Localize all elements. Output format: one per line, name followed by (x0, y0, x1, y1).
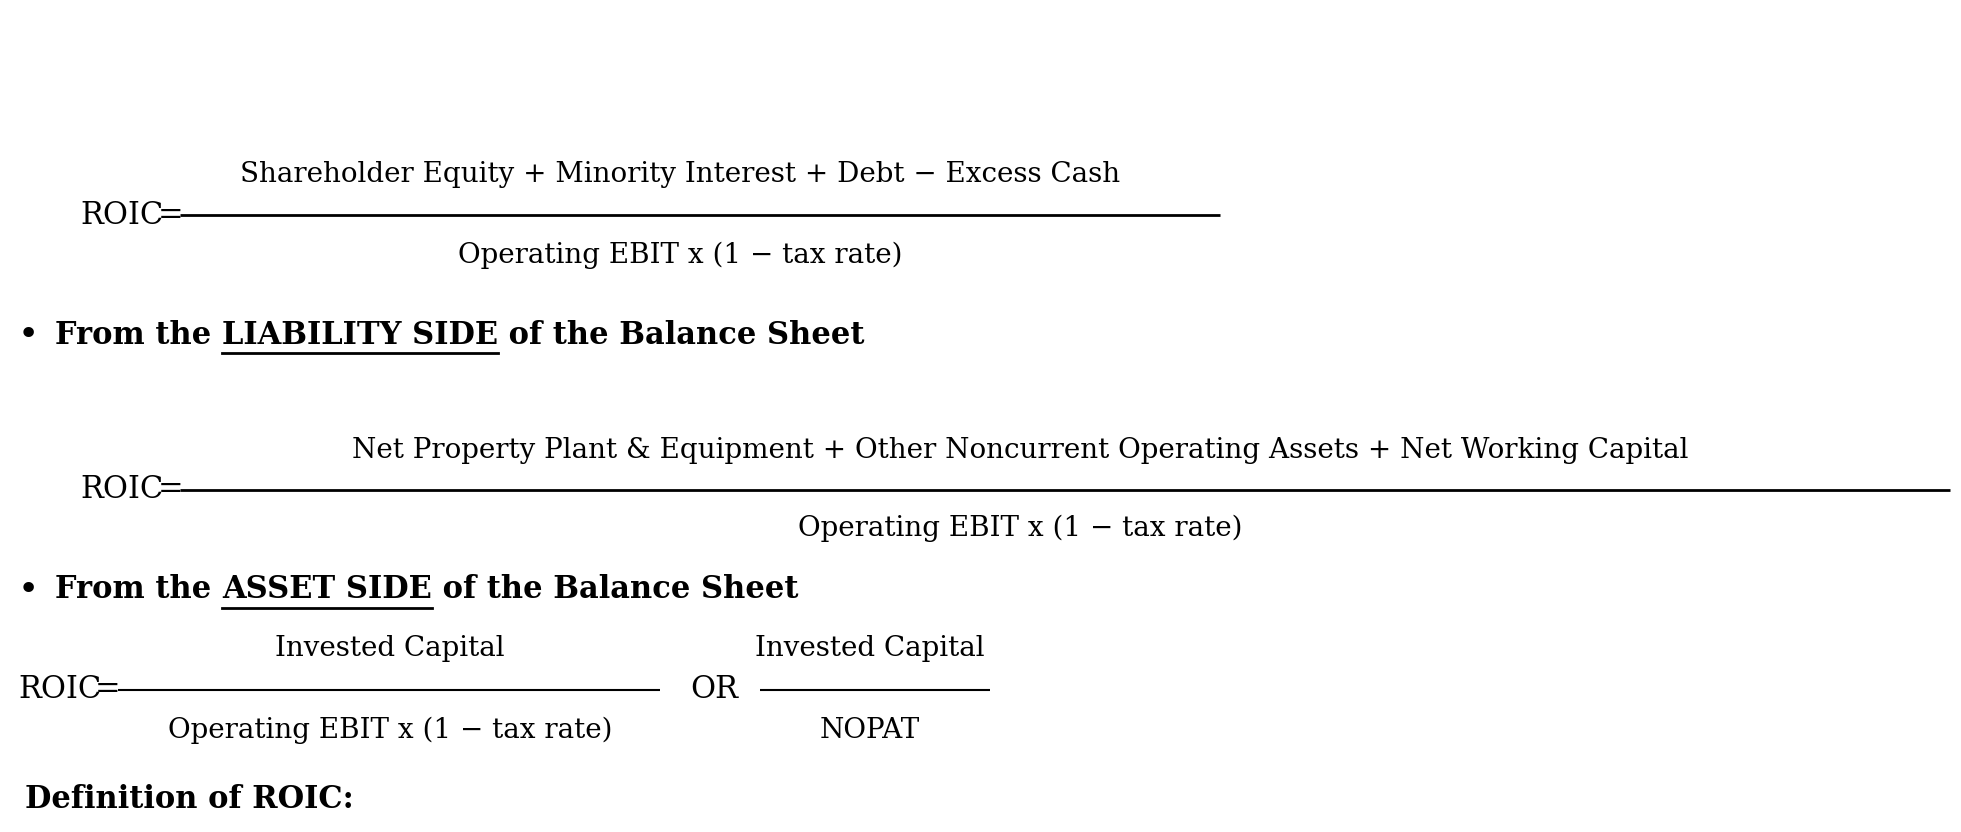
Text: =: = (94, 675, 122, 706)
Text: Invested Capital: Invested Capital (755, 635, 984, 661)
Text: Operating EBIT x (1 − tax rate): Operating EBIT x (1 − tax rate) (169, 716, 612, 744)
Text: =: = (159, 200, 184, 230)
Text: ROIC: ROIC (80, 474, 163, 506)
Text: Operating EBIT x (1 − tax rate): Operating EBIT x (1 − tax rate) (798, 514, 1241, 542)
Text: •: • (18, 573, 39, 607)
Text: NOPAT: NOPAT (820, 716, 920, 744)
Text: of the Balance Sheet: of the Balance Sheet (431, 575, 798, 606)
Text: From the: From the (55, 575, 222, 606)
Text: Operating EBIT x (1 − tax rate): Operating EBIT x (1 − tax rate) (457, 241, 902, 269)
Text: OR: OR (690, 675, 737, 706)
Text: •: • (18, 318, 39, 352)
Text: of the Balance Sheet: of the Balance Sheet (498, 319, 865, 350)
Text: From the: From the (55, 319, 222, 350)
Text: ROIC: ROIC (80, 200, 163, 230)
Text: ASSET SIDE: ASSET SIDE (222, 575, 431, 606)
Text: LIABILITY SIDE: LIABILITY SIDE (222, 319, 498, 350)
Text: ROIC: ROIC (18, 675, 102, 706)
Text: =: = (159, 474, 184, 506)
Text: Net Property Plant & Equipment + Other Noncurrent Operating Assets + Net Working: Net Property Plant & Equipment + Other N… (351, 437, 1688, 463)
Text: Invested Capital: Invested Capital (275, 635, 504, 661)
Text: Definition of ROIC:: Definition of ROIC: (25, 785, 353, 815)
Text: Shareholder Equity + Minority Interest + Debt − Excess Cash: Shareholder Equity + Minority Interest +… (239, 161, 1120, 189)
